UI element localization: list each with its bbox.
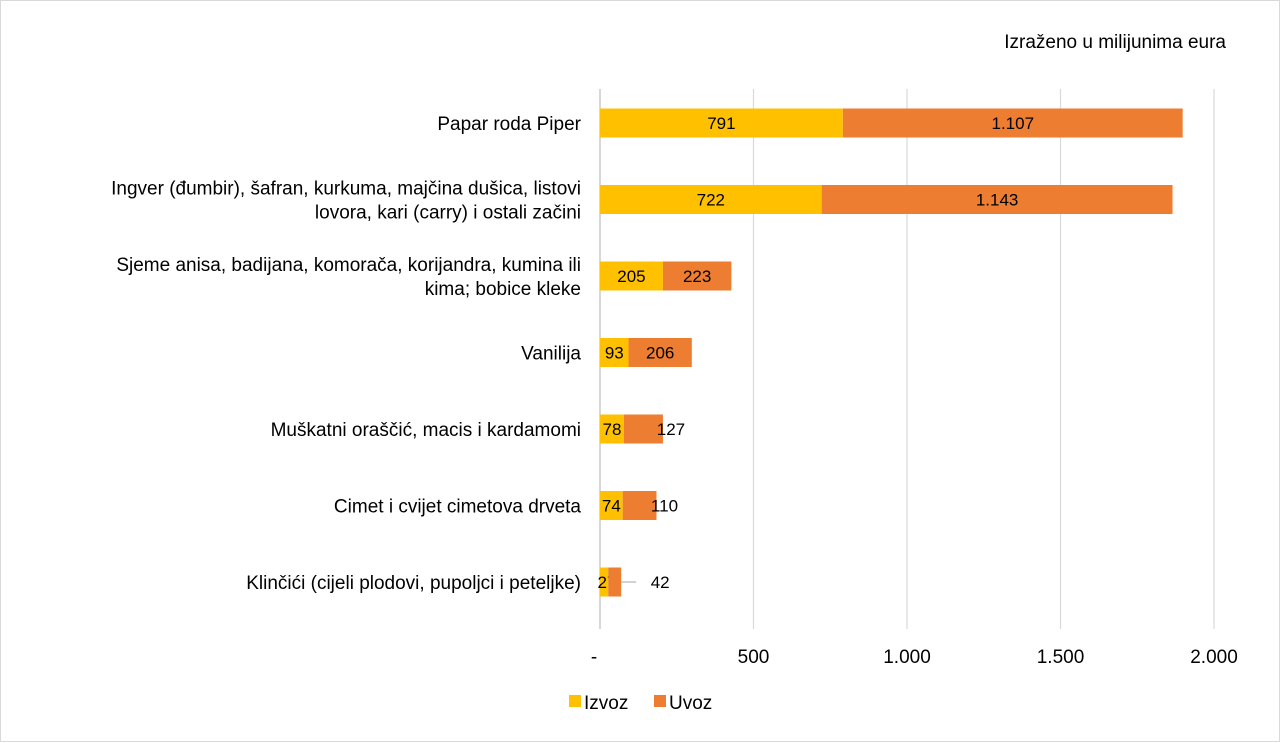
category-label: Sjeme anisa, badijana, komorača, korijan… xyxy=(116,255,581,276)
data-label: 78 xyxy=(603,420,622,439)
bar-uvoz xyxy=(821,185,1173,214)
x-tick-label: 1.000 xyxy=(883,647,931,668)
data-label: 791 xyxy=(707,114,735,133)
bar-uvoz xyxy=(623,414,663,444)
data-label: 1.107 xyxy=(991,114,1034,133)
data-label: 110 xyxy=(651,497,678,516)
category-label: Klinčići (cijeli plodovi, pupoljci i pet… xyxy=(246,573,581,594)
bar-izvoz xyxy=(600,491,623,520)
data-label: 93 xyxy=(605,344,624,363)
category-label: Cimet i cvijet cimetova drveta xyxy=(334,497,582,518)
bar-uvoz xyxy=(662,261,732,291)
bar-uvoz xyxy=(608,567,622,597)
category-label: Vanilija xyxy=(521,344,581,365)
bar-izvoz xyxy=(600,185,822,214)
bar-izvoz xyxy=(600,261,663,291)
bar-uvoz xyxy=(622,491,657,520)
legend-swatch-uvoz xyxy=(654,695,666,707)
legend-label: Uvoz xyxy=(669,693,712,714)
data-label: 127 xyxy=(657,420,685,439)
legend-label: Izvoz xyxy=(584,693,628,714)
bar-izvoz xyxy=(600,414,624,444)
bar-izvoz xyxy=(600,108,843,138)
gridlines xyxy=(599,89,1215,629)
x-tick-label: - xyxy=(591,647,597,668)
legend-swatch-izvoz xyxy=(569,695,581,707)
category-label: Papar roda Piper xyxy=(437,114,581,135)
bar-izvoz xyxy=(600,338,629,367)
bar-uvoz xyxy=(628,338,692,367)
x-tick-label: 1.500 xyxy=(1037,647,1085,668)
data-label: 722 xyxy=(697,191,725,210)
data-label: 74 xyxy=(602,497,621,516)
category-label: Ingver (đumbir), šafran, kurkuma, majčin… xyxy=(111,179,581,200)
bar-uvoz xyxy=(842,108,1183,138)
legend: Izvoz Uvoz xyxy=(569,693,712,714)
unit-note: Izraženo u milijunima eura xyxy=(1004,32,1226,53)
data-label: 205 xyxy=(617,267,645,286)
x-tick-label: 2.000 xyxy=(1190,647,1238,668)
data-label: 206 xyxy=(646,344,674,363)
x-tick-label: 500 xyxy=(738,647,770,668)
bar-izvoz xyxy=(600,567,609,597)
category-label: Muškatni oraščić, macis i kardamomi xyxy=(271,420,581,441)
category-labels: Papar roda Piper Ingver (đumbir), šafran,… xyxy=(111,114,582,594)
data-label: 42 xyxy=(651,573,670,592)
category-label: lovora, kari (carry) i ostali začini xyxy=(315,203,581,224)
data-label: 1.143 xyxy=(976,191,1019,210)
data-label: 223 xyxy=(683,267,711,286)
x-axis-ticks: - 500 1.000 1.500 2.000 xyxy=(591,647,1238,668)
category-label: kima; bobice kleke xyxy=(425,279,581,300)
